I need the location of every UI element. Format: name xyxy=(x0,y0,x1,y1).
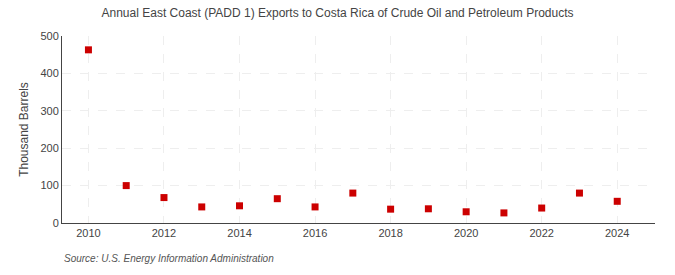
svg-text:2012: 2012 xyxy=(152,227,176,239)
svg-text:300: 300 xyxy=(40,105,58,117)
svg-text:200: 200 xyxy=(40,142,58,154)
svg-text:2014: 2014 xyxy=(227,227,251,239)
svg-text:Source: U.S. Energy Informatio: Source: U.S. Energy Information Administ… xyxy=(64,253,274,264)
svg-text:2024: 2024 xyxy=(605,227,629,239)
svg-text:2020: 2020 xyxy=(454,227,478,239)
svg-text:400: 400 xyxy=(40,67,58,79)
svg-text:100: 100 xyxy=(40,179,58,191)
svg-text:2010: 2010 xyxy=(76,227,100,239)
svg-text:2022: 2022 xyxy=(529,227,553,239)
svg-text:0: 0 xyxy=(53,217,59,229)
svg-text:2016: 2016 xyxy=(303,227,327,239)
svg-text:2018: 2018 xyxy=(378,227,402,239)
svg-text:Annual East Coast (PADD 1) Exp: Annual East Coast (PADD 1) Exports to Co… xyxy=(102,6,574,20)
svg-text:Thousand Barrels: Thousand Barrels xyxy=(17,82,31,177)
svg-text:500: 500 xyxy=(40,30,58,42)
